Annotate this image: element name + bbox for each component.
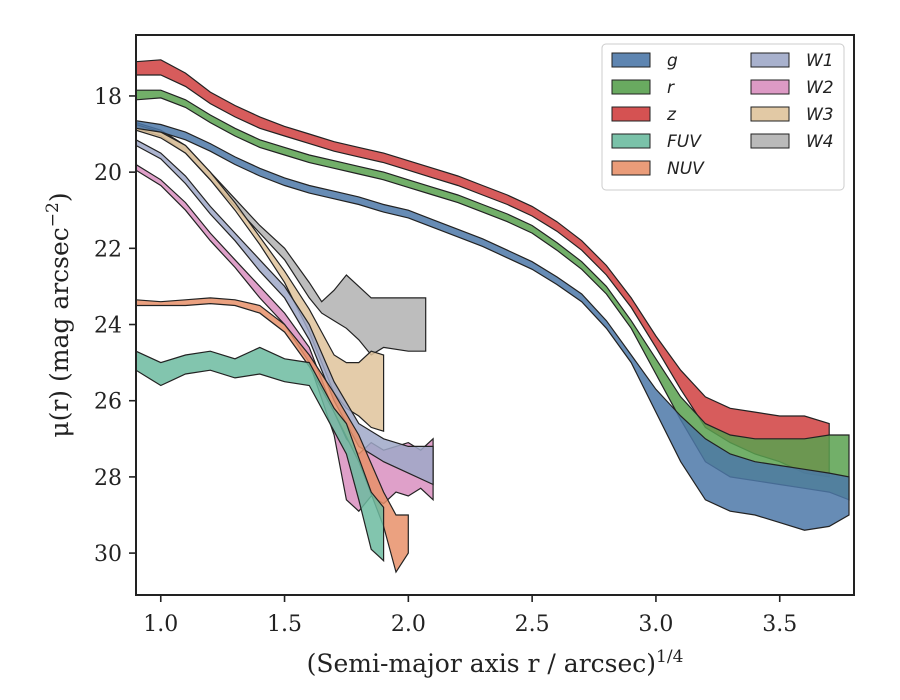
legend-swatch-nuv [611, 160, 651, 176]
x-axis-ticks: 1.0 1.5 2.0 2.5 3.0 3.5 [143, 595, 797, 637]
legend-swatch-w1 [750, 52, 790, 68]
y-tick-label: 28 [94, 466, 122, 491]
x-tick-label: 2.0 [391, 612, 426, 637]
legend-swatch-z [611, 106, 651, 122]
series-band-nuv [136, 297, 409, 574]
y-tick-label: 30 [94, 542, 122, 567]
legend-label-w2: W2 [806, 78, 834, 98]
legend-swatch-fuv [611, 133, 651, 149]
legend: grz FUV NUV W1 W2 W3 W4 [601, 43, 845, 191]
x-tick-label: 1.5 [267, 612, 302, 637]
legend-label-nuv: NUV [667, 159, 705, 179]
y-tick-label: 22 [94, 237, 122, 262]
profile-bands [136, 59, 850, 574]
y-axis-title: μ(r) (mag arcsec−2) [43, 192, 74, 437]
legend-label-z: z [666, 105, 677, 125]
legend-label-w4: W4 [806, 132, 834, 152]
series-band-fuv [136, 346, 385, 563]
x-tick-label: 3.0 [638, 612, 673, 637]
x-axis-title: (Semi-major axis r / arcsec)1/4 [307, 647, 684, 678]
legend-swatch-w4 [750, 133, 790, 149]
series-band-g [136, 120, 850, 531]
series-band-w2 [136, 163, 434, 513]
legend-label-g: g [667, 51, 678, 71]
y-axis-ticks: 18 20 22 24 26 28 30 [94, 85, 136, 567]
legend-swatch-w3 [750, 106, 790, 122]
legend-items: grz FUV NUV W1 W2 W3 W4 [611, 51, 834, 179]
y-tick-label: 18 [94, 85, 122, 110]
y-tick-label: 26 [94, 390, 122, 415]
series-band-w1 [136, 139, 434, 486]
x-tick-label: 3.5 [762, 612, 797, 637]
legend-label-r: r [667, 78, 675, 98]
legend-label-w3: W3 [806, 105, 834, 125]
plot-frame [135, 34, 855, 596]
y-tick-label: 20 [94, 161, 122, 186]
y-tick-label: 24 [94, 314, 122, 339]
legend-swatch-r [611, 79, 651, 95]
x-tick-label: 1.0 [143, 612, 178, 637]
legend-label-fuv: FUV [667, 132, 702, 152]
legend-swatch-w2 [750, 79, 790, 95]
x-tick-label: 2.5 [515, 612, 550, 637]
legend-swatch-g [611, 52, 651, 68]
legend-label-w1: W1 [806, 51, 834, 71]
